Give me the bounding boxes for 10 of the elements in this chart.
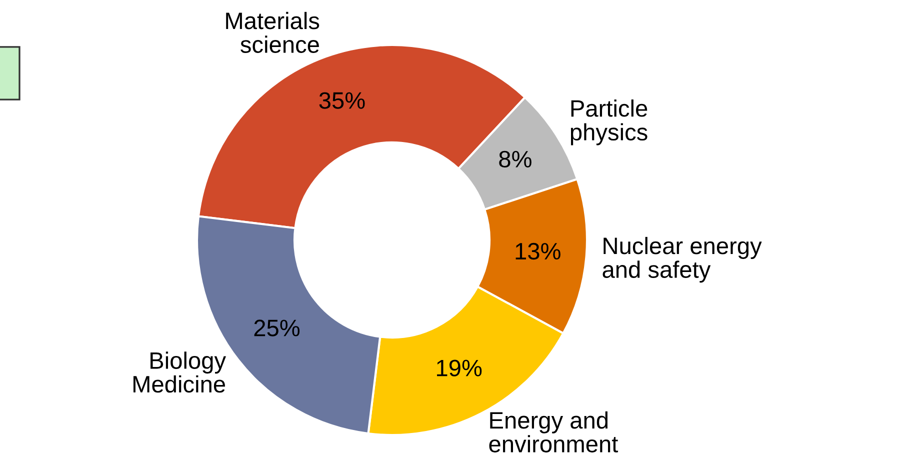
data-label: 35% — [319, 92, 365, 109]
data-label: 8% — [499, 150, 532, 168]
slice-label: Particle physics — [570, 99, 648, 146]
slice-label: Nuclear energy and safety — [602, 236, 762, 283]
slice-label: Biology Medicine — [133, 352, 226, 393]
data-label: 13% — [516, 242, 560, 260]
slice-label: Materials science — [226, 12, 320, 53]
data-label: 25% — [254, 320, 300, 336]
slice-label: Energy and environment — [489, 411, 618, 452]
data-label: 19% — [437, 360, 482, 376]
